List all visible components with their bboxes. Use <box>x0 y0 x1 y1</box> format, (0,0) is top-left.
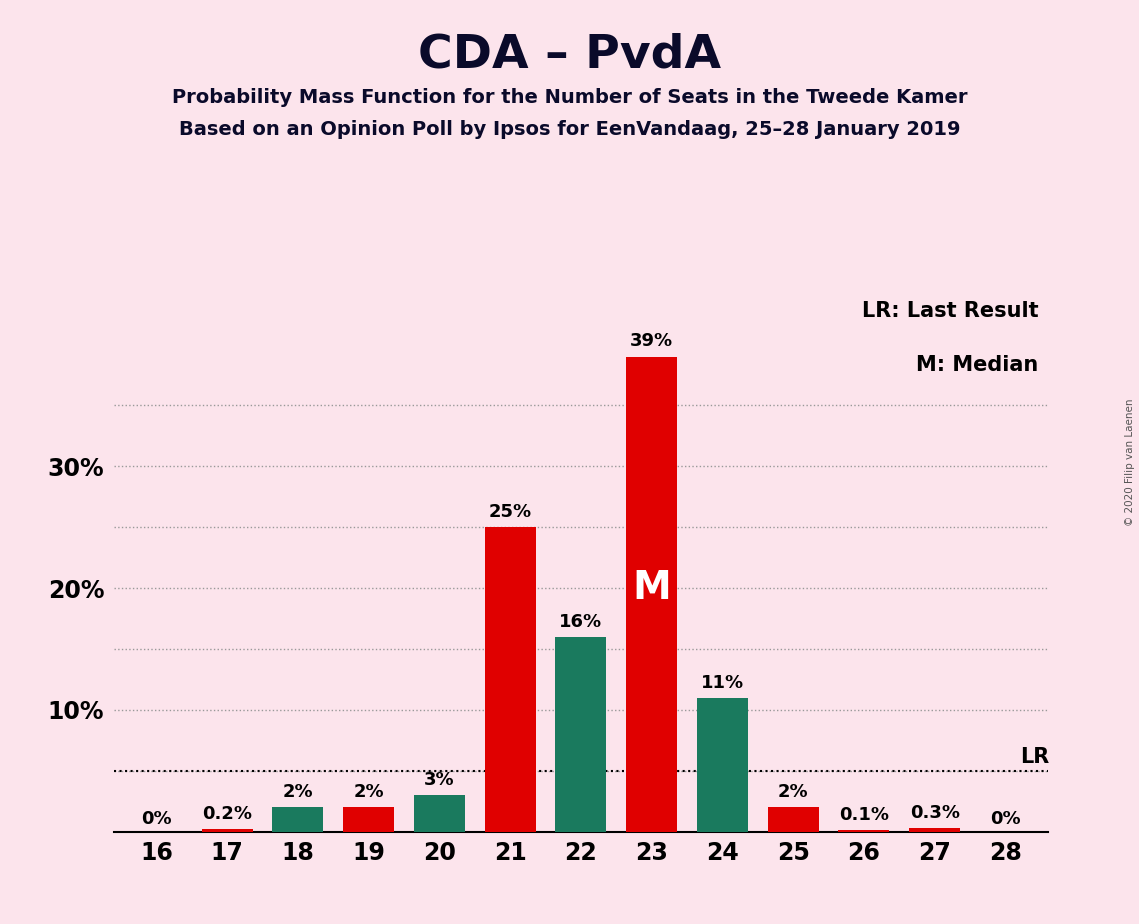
Bar <box>697 698 748 832</box>
Bar <box>485 527 535 832</box>
Text: 0%: 0% <box>990 810 1021 828</box>
Text: 25%: 25% <box>489 503 532 521</box>
Text: Based on an Opinion Poll by Ipsos for EenVandaag, 25–28 January 2019: Based on an Opinion Poll by Ipsos for Ee… <box>179 120 960 140</box>
Text: M: Median: M: Median <box>916 355 1039 374</box>
Text: CDA – PvdA: CDA – PvdA <box>418 32 721 78</box>
Bar <box>413 795 465 832</box>
Text: 11%: 11% <box>700 674 744 691</box>
Text: Probability Mass Function for the Number of Seats in the Tweede Kamer: Probability Mass Function for the Number… <box>172 88 967 107</box>
Bar <box>626 357 677 832</box>
Bar <box>272 808 323 832</box>
Text: 0.2%: 0.2% <box>202 805 252 823</box>
Text: © 2020 Filip van Laenen: © 2020 Filip van Laenen <box>1125 398 1134 526</box>
Bar <box>343 808 394 832</box>
Text: M: M <box>632 569 671 607</box>
Bar <box>838 831 890 832</box>
Text: 2%: 2% <box>778 784 809 801</box>
Text: 0.3%: 0.3% <box>910 804 960 821</box>
Text: LR: LR <box>1021 747 1049 767</box>
Text: LR: Last Result: LR: Last Result <box>862 301 1039 321</box>
Bar <box>202 829 253 832</box>
Bar <box>556 637 606 832</box>
Text: 2%: 2% <box>282 784 313 801</box>
Text: 0%: 0% <box>141 810 172 828</box>
Bar <box>768 808 819 832</box>
Text: 3%: 3% <box>424 771 454 789</box>
Text: 0.1%: 0.1% <box>839 807 888 824</box>
Text: 39%: 39% <box>630 333 673 350</box>
Bar <box>909 828 960 832</box>
Text: 2%: 2% <box>353 784 384 801</box>
Text: 16%: 16% <box>559 613 603 630</box>
